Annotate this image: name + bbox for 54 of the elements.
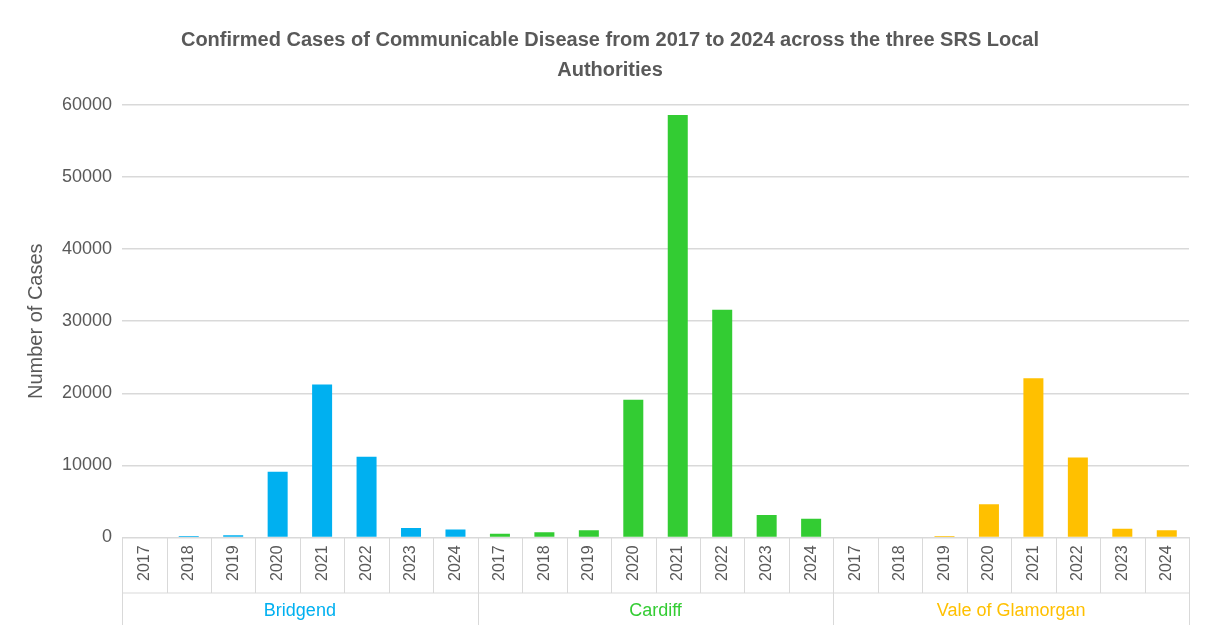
y-tick-label: 50000 [61,166,113,187]
y-tick-label: 60000 [61,93,113,114]
bar [1112,528,1133,537]
bar [1156,530,1177,537]
x-tick-label: 2022 [1068,545,1086,581]
y-tick-label: 40000 [61,238,113,259]
y-tick-label: 20000 [61,382,113,403]
x-tick-label: 2017 [845,545,863,581]
bar [267,471,288,537]
bar [801,518,822,537]
x-tick-label: 2024 [1157,545,1175,581]
bar [401,528,422,537]
bar [489,533,510,537]
x-tick-label: 2019 [223,545,241,581]
bar [312,384,333,537]
x-tick-label: 2023 [1112,545,1130,581]
text: Bridgend [263,599,336,620]
x-tick-label: 2024 [801,545,819,581]
bar [356,456,377,537]
x-tick-label: 2021 [668,545,686,581]
x-tick-label: 2022 [712,545,730,581]
x-tick-label: 2018 [179,545,197,581]
bar [534,532,555,537]
x-tick-label: 2023 [757,545,775,581]
x-tick-label: 2024 [445,545,463,581]
x-tick-label: 2018 [534,545,552,581]
bar [1023,378,1044,537]
bar [1067,457,1088,537]
bar [578,530,599,537]
x-tick-label: 2023 [401,545,419,581]
x-tick-label: 2019 [579,545,597,581]
bar [978,504,999,537]
x-tick-label: 2022 [356,545,374,581]
bar [712,309,733,537]
y-axis-title: Number of Cases [23,243,46,400]
x-tick-label: 2020 [623,545,641,581]
x-tick-label: 2017 [490,545,508,581]
bar [667,115,688,537]
x-tick-label: 2020 [979,545,997,581]
x-tick-label: 2021 [1023,545,1041,581]
bar [623,399,644,537]
x-tick-label: 2020 [268,545,286,581]
x-tick-label: 2018 [890,545,908,581]
y-tick-label: 30000 [61,310,113,331]
bar [756,515,777,537]
y-tick-label: 10000 [61,454,113,475]
bar [445,529,466,537]
x-tick-label: 2019 [934,545,952,581]
x-tick-label: 2017 [134,545,152,581]
x-tick-label: 2021 [312,545,330,581]
text: Vale of Glamorgan [936,599,1086,620]
text: Cardiff [629,599,683,620]
y-tick-label: 0 [102,526,113,547]
chart-title: Confirmed Cases of Communicable Disease from 2017 to 2024 across the three SRS Local Authorities [179,27,1041,82]
